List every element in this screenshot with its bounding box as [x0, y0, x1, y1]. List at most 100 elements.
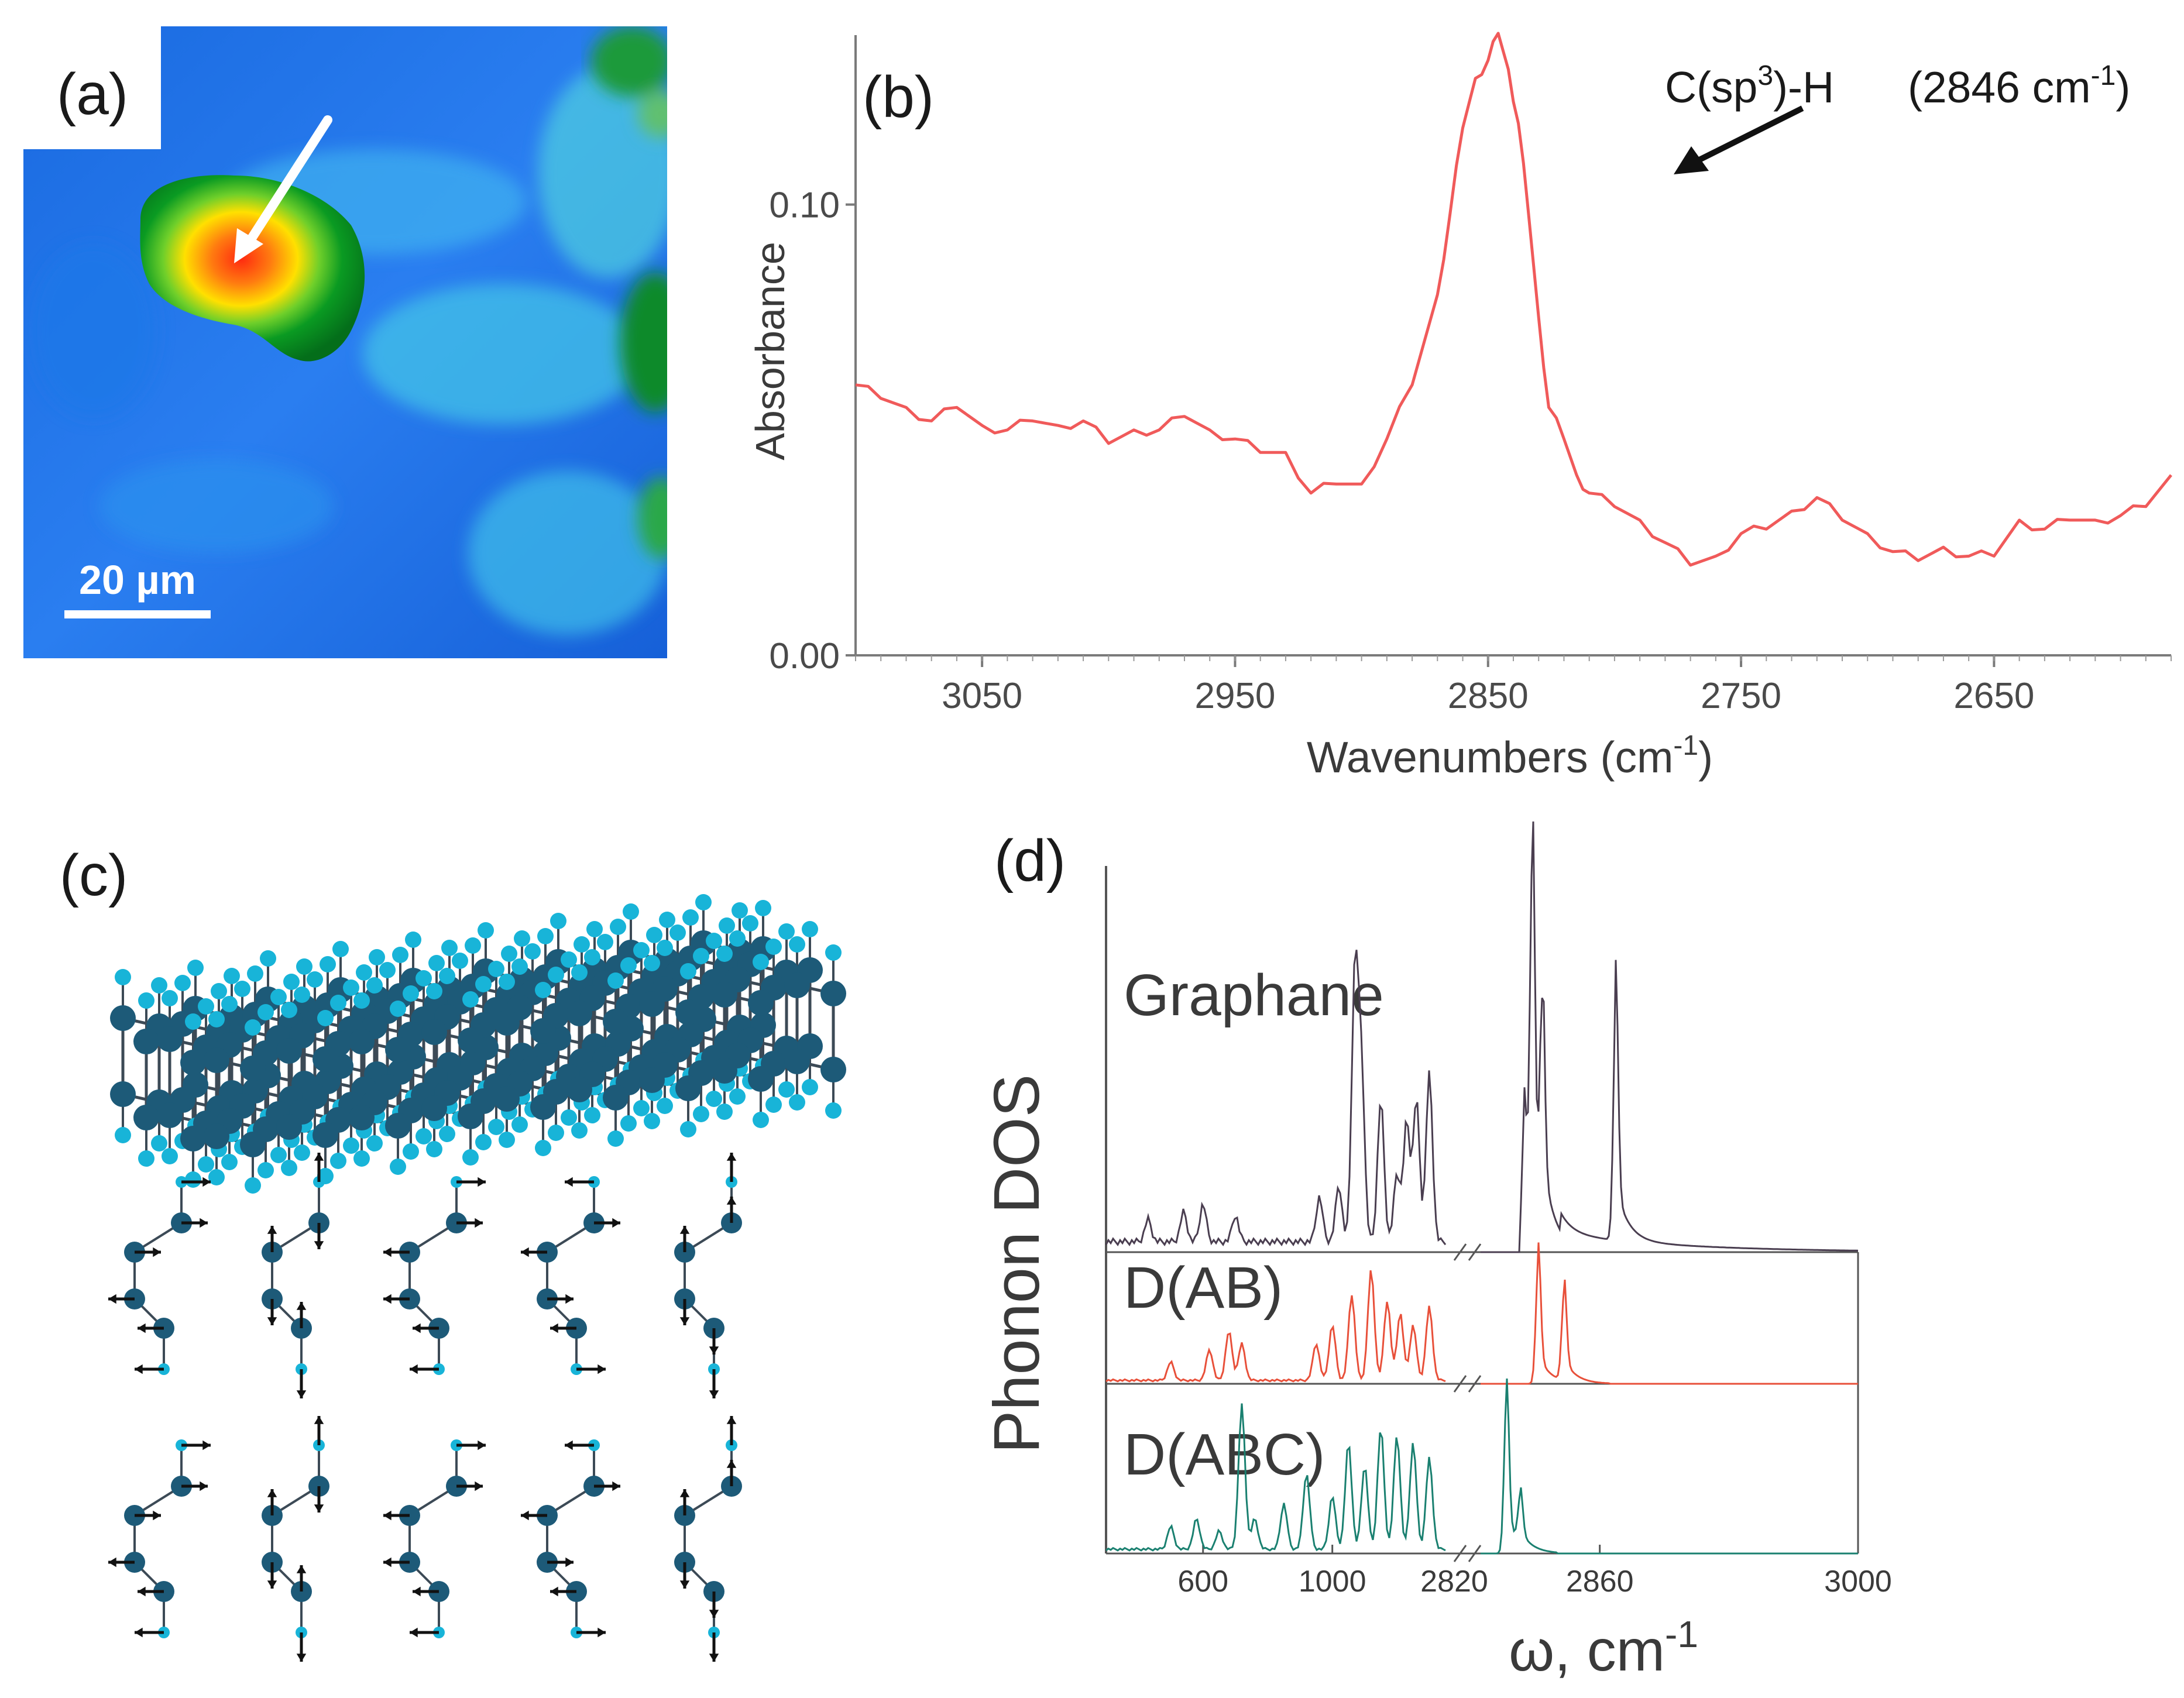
- carbon-atom: [110, 1081, 136, 1107]
- carbon-atom: [157, 1102, 183, 1128]
- panel-a-label-box: [23, 26, 161, 149]
- hydrogen-atom: [208, 1011, 225, 1027]
- b-annotation-wavenumber: (2846 cm-1): [1908, 60, 2130, 112]
- panel-a-map: (a) 20 µm: [23, 26, 691, 658]
- hydrogen-atom: [514, 930, 530, 947]
- hydrogen-atom: [281, 1160, 297, 1176]
- hydrogen-atom: [501, 946, 517, 962]
- hydrogen-atom: [390, 1159, 406, 1175]
- hydrogen-atom: [462, 1149, 479, 1166]
- carbon-atom: [603, 1009, 629, 1034]
- d-series-line-right: [1481, 821, 1859, 1253]
- mode-arrow-head: [153, 1510, 161, 1521]
- mode-arrow-head: [202, 1177, 211, 1187]
- b-y-axis-label: Absorbance: [747, 242, 793, 460]
- mode-arrow-head: [597, 1364, 606, 1374]
- mode-arrow-head: [709, 1654, 719, 1662]
- carbon-atom: [530, 1018, 556, 1044]
- mode-arrow-head: [108, 1557, 116, 1568]
- hydrogen-atom: [283, 974, 300, 990]
- hydrogen-atom: [390, 1001, 406, 1017]
- mode-arrow-head: [565, 1557, 574, 1568]
- hydrogen-atom: [211, 983, 227, 999]
- hydrogen-atom: [535, 982, 551, 998]
- b-x-axis-label: Wavenumbers (cm-1): [1307, 730, 1713, 782]
- hydrogen-atom: [706, 933, 722, 949]
- d-series-line-right: [1481, 1378, 1858, 1555]
- hydrogen-atom: [716, 1104, 733, 1120]
- hydrogen-atom: [716, 946, 733, 962]
- mode-arrow-head: [679, 1489, 690, 1497]
- carbon-atom: [180, 1050, 206, 1075]
- scale-bar-label: 20 µm: [79, 557, 196, 603]
- panel-d: (d) Phonon DOS 600 1000 2820 2860 3000 Grapha…: [960, 784, 2184, 1695]
- hydrogen-atom: [415, 1128, 432, 1144]
- carbon-atom: [276, 1114, 302, 1140]
- carbon-atom: [385, 1037, 411, 1063]
- mode-arrow-head: [709, 1390, 719, 1398]
- hydrogen-atom: [221, 996, 238, 1012]
- hydrogen-atom: [680, 963, 696, 979]
- hydrogen-atom: [475, 1134, 492, 1150]
- mode-arrow-head: [314, 1241, 324, 1249]
- carbon-atom: [675, 1075, 701, 1101]
- hydrogen-atom: [138, 992, 154, 1009]
- b-x-tick-label: 2650: [1953, 676, 2034, 716]
- hydrogen-atom: [548, 967, 564, 983]
- mode-arrow-head: [383, 1557, 392, 1568]
- hydrogen-atom: [584, 949, 600, 965]
- mode-arrow-head: [410, 1627, 418, 1638]
- carbon-atom: [240, 1056, 266, 1081]
- hydrogen-atom: [320, 956, 336, 972]
- d-series-line-left: [1105, 1403, 1446, 1552]
- hydrogen-atom: [332, 941, 349, 957]
- b-x-tick-label: 3050: [942, 676, 1022, 716]
- carbon-atom: [566, 1077, 592, 1102]
- hydrogen-atom: [719, 917, 735, 934]
- b-series-line: [855, 32, 2172, 567]
- hydrogen-atom: [778, 923, 795, 940]
- hydrogen-atom: [379, 962, 396, 978]
- hydrogen-atom: [247, 965, 263, 982]
- mode-arrow-head: [478, 1177, 486, 1187]
- hydrogen-atom: [571, 964, 588, 981]
- carbon-atom: [349, 1029, 375, 1054]
- hydrogen-atom: [138, 1150, 154, 1167]
- mode-arrow-head: [478, 1440, 486, 1450]
- hydrogen-atom: [657, 940, 673, 956]
- hydrogen-atom: [403, 985, 419, 1002]
- hydrogen-atom: [185, 1013, 201, 1030]
- carbon-atom: [313, 1046, 338, 1072]
- b-x-tick-label: 2950: [1194, 676, 1275, 716]
- hydrogen-atom: [185, 1171, 201, 1188]
- carbon-atom: [458, 1027, 483, 1053]
- d-x-tick-label: 1000: [1299, 1565, 1366, 1599]
- hydrogen-atom: [366, 977, 383, 994]
- mode-arrow-head: [565, 1294, 574, 1304]
- mode-arrow-head: [679, 1226, 690, 1234]
- hydrogen-atom: [732, 902, 748, 919]
- panel-a-label: (a): [57, 61, 128, 127]
- hydrogen-atom: [392, 947, 408, 963]
- panel-c: (c): [0, 807, 948, 1695]
- hydrogen-atom: [415, 970, 432, 987]
- hydrogen-atom: [607, 972, 624, 989]
- hydrogen-atom: [245, 1019, 261, 1036]
- panel-c-illustration: (c): [60, 843, 846, 1662]
- mode-arrow-head: [612, 1218, 620, 1228]
- hydrogen-atom: [802, 1079, 818, 1095]
- mode-arrow-head: [200, 1218, 208, 1228]
- mode-arrow-head: [475, 1481, 483, 1491]
- hydrogen-atom: [462, 991, 479, 1008]
- d-series-line-left: [1105, 1270, 1446, 1383]
- hydrogen-atom: [825, 1102, 842, 1119]
- carbon-atom: [639, 991, 665, 1017]
- d-axis-break: [1468, 1545, 1482, 1562]
- hydrogen-atom: [488, 1119, 504, 1135]
- carbon-atom: [204, 1047, 229, 1073]
- hydrogen-atom: [680, 1121, 696, 1137]
- panel-b-label: (b): [863, 64, 934, 130]
- mode-arrow-head: [709, 1346, 719, 1355]
- hydrogen-atom: [403, 1143, 419, 1160]
- mode-arrow-head: [565, 1177, 573, 1187]
